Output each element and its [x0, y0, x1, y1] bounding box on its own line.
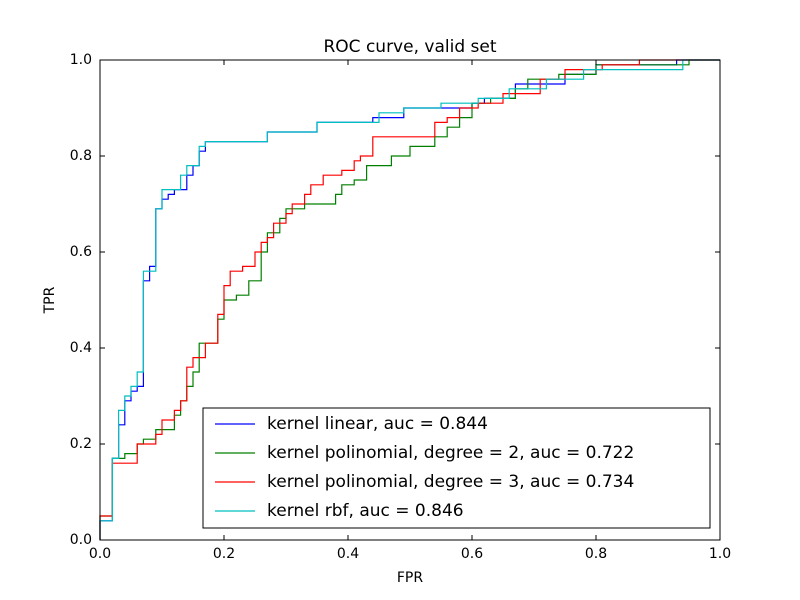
- chart-title: ROC curve, valid set: [323, 37, 496, 57]
- y-axis-label: TPR: [42, 286, 58, 314]
- x-tick-label: 1.0: [709, 546, 731, 562]
- legend-label: kernel rbf, auc = 0.846: [267, 501, 464, 521]
- y-tick-label: 0.6: [70, 244, 92, 260]
- roc-line: [99, 59, 720, 540]
- y-tick-label: 1.0: [70, 52, 92, 68]
- y-tick-label: 0.8: [70, 148, 92, 164]
- y-tick-label: 0.0: [70, 532, 92, 548]
- plot-frame: [99, 59, 721, 541]
- x-tick-label: 0.0: [89, 546, 111, 562]
- x-tick-label: 0.2: [213, 546, 235, 562]
- x-tick-label: 0.4: [337, 546, 359, 562]
- y-tick-label: 0.4: [70, 340, 92, 356]
- legend-label: kernel polinomial, degree = 3, auc = 0.7…: [267, 472, 634, 492]
- y-tick-label: 0.2: [70, 436, 92, 452]
- x-axis-label: FPR: [397, 570, 423, 586]
- x-tick-label: 0.8: [585, 546, 607, 562]
- legend-label: kernel polinomial, degree = 2, auc = 0.7…: [267, 443, 634, 463]
- legend-label: kernel linear, auc = 0.844: [267, 414, 488, 434]
- legend-box: [202, 407, 711, 529]
- x-tick-label: 0.6: [461, 546, 483, 562]
- roc-line: [99, 59, 720, 540]
